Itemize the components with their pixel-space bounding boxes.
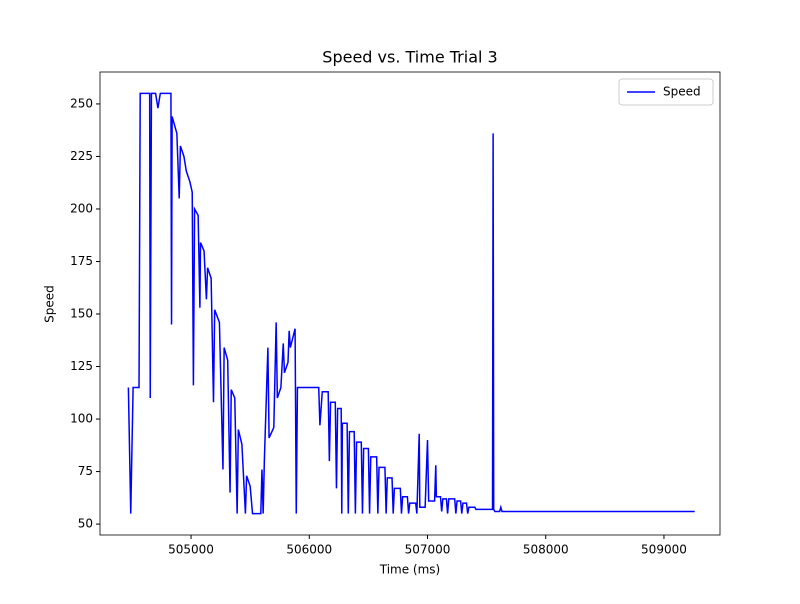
y-tick-label: 250 [70,96,93,110]
x-tick-label: 509000 [641,543,687,557]
y-tick-label: 175 [70,254,93,268]
chart-title: Speed vs. Time Trial 3 [322,48,497,67]
x-tick-label: 506000 [286,543,332,557]
y-tick-label: 225 [70,149,93,163]
y-tick-label: 50 [78,517,93,531]
y-tick-label: 150 [70,307,93,321]
x-tick-label: 507000 [405,543,451,557]
legend-box [618,78,714,106]
legend-label: Speed [663,85,701,99]
plot-frame [99,71,721,536]
x-tick-label: 508000 [523,543,569,557]
y-tick-label: 100 [70,412,93,426]
y-axis-label: Speed [43,285,57,323]
x-axis-label: Time (ms) [379,563,441,577]
y-tick-label: 125 [70,359,93,373]
x-tick-label: 505000 [168,543,214,557]
y-tick-label: 75 [78,464,93,478]
series-line [127,92,695,515]
y-tick-label: 200 [70,201,93,215]
